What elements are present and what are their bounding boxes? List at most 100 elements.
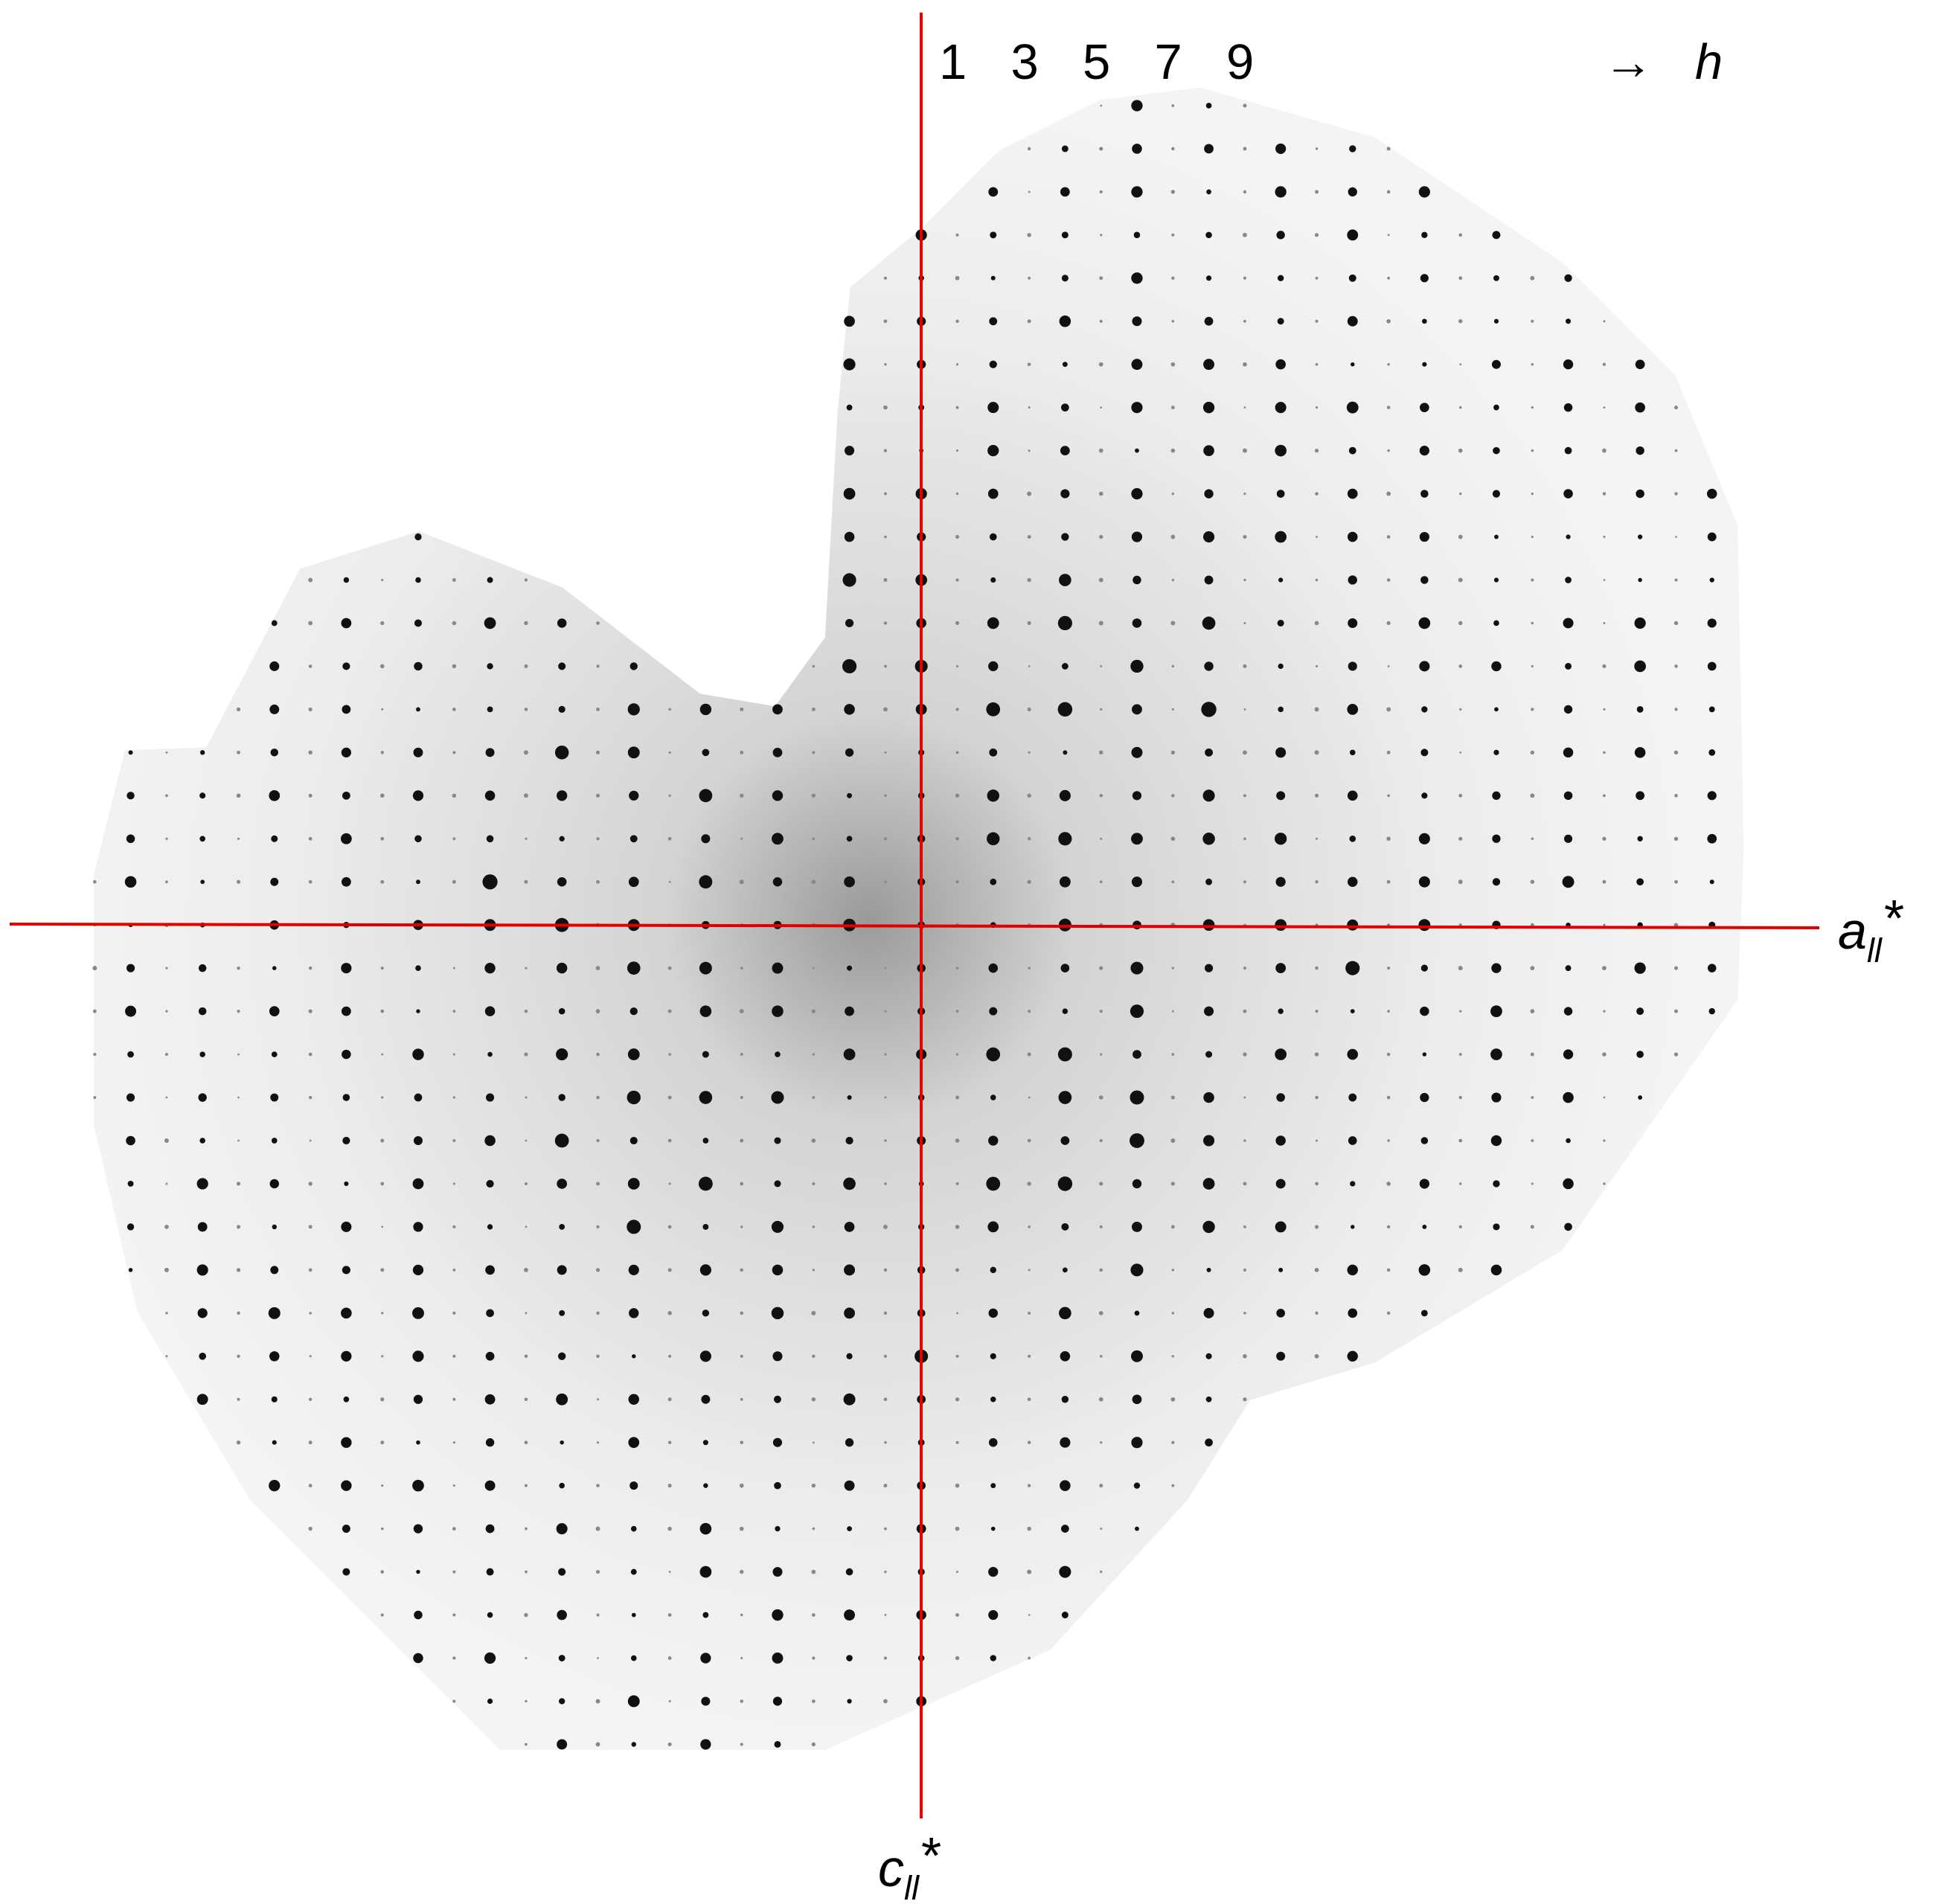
spot: [1098, 577, 1103, 583]
spot: [1531, 319, 1534, 323]
spot: [883, 1699, 888, 1704]
spot: [1347, 229, 1359, 241]
spot: [452, 1010, 456, 1013]
spot: [1315, 1139, 1319, 1142]
spot: [597, 1657, 599, 1659]
spot: [1602, 448, 1606, 453]
spot: [771, 1307, 784, 1320]
spot: [1131, 186, 1143, 198]
spot: [343, 1396, 350, 1403]
spot: [452, 578, 456, 582]
spot: [1170, 406, 1175, 410]
spot: [740, 1569, 744, 1574]
spot: [559, 836, 565, 842]
spot: [843, 1177, 856, 1190]
spot: [1100, 1053, 1103, 1056]
spot: [416, 707, 420, 712]
spot: [739, 1009, 744, 1014]
spot: [1028, 665, 1031, 667]
spot: [1673, 836, 1679, 841]
spot: [771, 1091, 784, 1104]
spot: [1098, 491, 1103, 496]
spot: [1386, 621, 1391, 626]
spot: [1564, 274, 1572, 282]
spot: [955, 621, 960, 626]
spot: [1061, 403, 1069, 412]
spot: [1062, 1267, 1068, 1273]
spot: [415, 577, 421, 583]
spot: [1059, 574, 1071, 586]
spot: [955, 967, 959, 969]
spot: [1492, 490, 1501, 498]
spot: [955, 1053, 959, 1056]
spot: [845, 1006, 854, 1016]
spot: [884, 1527, 887, 1530]
spot: [774, 1180, 781, 1187]
spot: [165, 1312, 168, 1315]
spot: [271, 1138, 278, 1144]
spot: [1027, 1397, 1031, 1402]
spot: [772, 1609, 784, 1621]
spot: [955, 319, 959, 323]
spot: [524, 578, 528, 582]
spot: [1202, 789, 1215, 802]
spot: [93, 1052, 97, 1057]
spot: [1458, 621, 1463, 626]
spot: [846, 836, 853, 842]
spot: [164, 1138, 169, 1143]
spot: [342, 705, 351, 714]
spot: [846, 1353, 853, 1359]
spot: [525, 1527, 528, 1530]
spot: [667, 1440, 672, 1444]
spot: [1492, 878, 1501, 886]
spot: [1493, 620, 1499, 626]
spot: [1602, 492, 1606, 496]
spot: [1205, 103, 1212, 109]
spot: [308, 621, 313, 626]
spot: [1171, 233, 1175, 237]
spot: [740, 1613, 743, 1617]
spot: [740, 1225, 743, 1228]
spot: [1135, 448, 1139, 453]
spot: [414, 1610, 423, 1620]
spot: [1563, 791, 1573, 801]
spot: [1099, 966, 1103, 970]
spot: [955, 1182, 959, 1186]
spot: [269, 789, 281, 801]
spot: [237, 1354, 240, 1358]
spot: [1563, 747, 1574, 758]
spot: [452, 837, 456, 841]
spot: [955, 1397, 960, 1402]
spot: [1027, 577, 1031, 583]
spot: [1243, 1139, 1246, 1142]
spot: [596, 1052, 600, 1057]
spot: [632, 1354, 636, 1359]
spot: [847, 1094, 852, 1100]
spot: [412, 1264, 424, 1276]
spot: [452, 1397, 456, 1401]
spot: [1708, 1007, 1715, 1015]
spot: [811, 1397, 816, 1402]
spot: [380, 1570, 385, 1574]
spot: [1420, 274, 1429, 283]
spot: [1315, 664, 1319, 667]
spot: [883, 449, 888, 452]
spot: [699, 1350, 711, 1362]
spot: [341, 1307, 352, 1319]
spot: [125, 1005, 137, 1017]
spot: [988, 1566, 999, 1577]
spot: [883, 276, 887, 280]
spot: [1674, 966, 1679, 970]
spot: [452, 1096, 456, 1099]
spot: [990, 1266, 996, 1274]
spot: [1634, 660, 1646, 673]
spot: [1170, 1397, 1176, 1402]
spot: [1349, 145, 1356, 153]
spot: [269, 704, 280, 714]
spot: [883, 1224, 888, 1229]
spot: [524, 1484, 528, 1487]
spot: [1458, 1053, 1462, 1056]
spot: [1028, 190, 1031, 193]
spot: [525, 837, 528, 840]
